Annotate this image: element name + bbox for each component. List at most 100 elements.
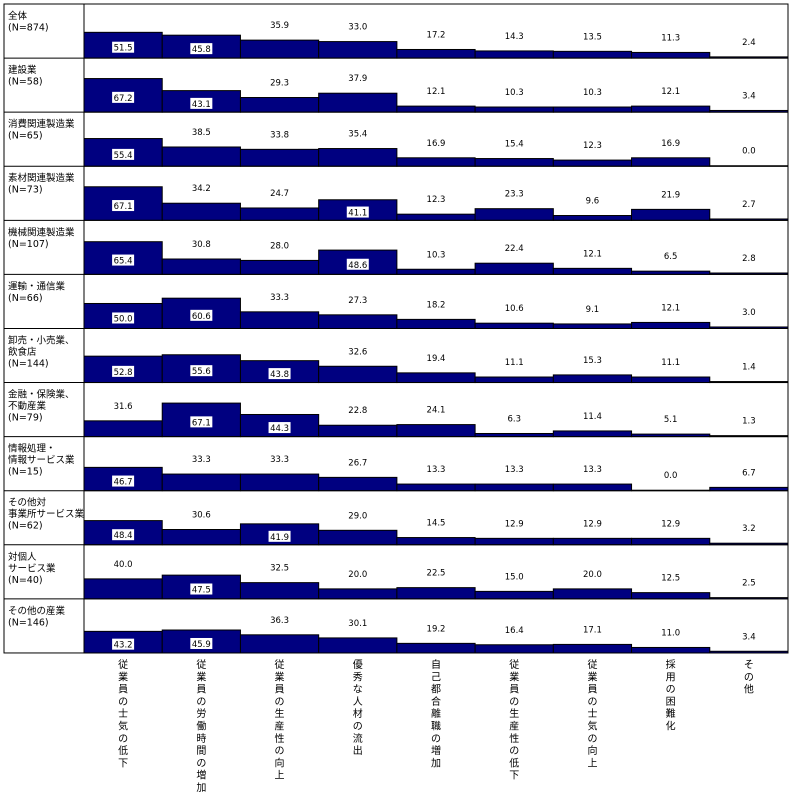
row-label: (N=40) (8, 575, 43, 586)
value-label-box (190, 365, 213, 377)
row-label: 建設業 (8, 64, 37, 76)
value-label: 33.3 (192, 455, 211, 465)
category-label-char: の (196, 697, 206, 708)
bar (161, 473, 241, 492)
bar (474, 644, 554, 654)
category-label-char: 職 (431, 720, 441, 732)
value-label-box (112, 312, 135, 324)
category-label-char: 自 (431, 658, 441, 671)
bar (239, 473, 320, 492)
category-label-char: 従 (275, 658, 285, 671)
value-label-box (112, 475, 135, 487)
industry-row: 全体(N=874) 51.5 45.8 35.9 33.0 17.2 14.3 13.5 11.… (8, 10, 789, 59)
value-label-box (190, 416, 213, 428)
value-label: 23.3 (505, 190, 524, 200)
bar (552, 430, 633, 438)
category-label-char: 従 (509, 658, 519, 671)
bar (318, 424, 398, 438)
category-label-char: 己 (431, 672, 441, 683)
category-label-char: 気 (587, 719, 597, 732)
value-label: 12.9 (505, 519, 524, 529)
value-label: 27.3 (348, 296, 367, 306)
bar (709, 486, 789, 492)
row-label: (N=144) (8, 358, 49, 369)
value-label: 22.4 (505, 244, 524, 254)
bar (161, 529, 241, 546)
value-label-box (268, 368, 291, 380)
bar (318, 588, 398, 600)
value-label-box (190, 97, 213, 109)
value-label: 13.3 (583, 465, 602, 475)
value-label: 22.8 (348, 406, 367, 416)
category-label-char: 流 (353, 732, 363, 745)
value-label: 12.1 (583, 249, 602, 259)
value-label: 67.2 (114, 94, 133, 104)
industry-row: 金融・保険業、不動産業(N=79) 31.6 67.1 44.3 22.8 24.1 6.3… (4, 382, 789, 438)
value-label: 45.9 (192, 640, 211, 650)
value-label: 38.5 (192, 128, 211, 138)
value-label: 44.3 (270, 424, 289, 434)
value-label: 0.0 (664, 471, 678, 481)
value-label: 12.3 (427, 195, 446, 205)
bar (239, 634, 320, 654)
bar (474, 483, 554, 492)
value-label: 32.6 (348, 347, 367, 357)
value-label: 48.6 (348, 261, 367, 271)
value-label: 1.3 (742, 417, 756, 427)
category-label-char: 材 (353, 707, 363, 720)
category-label-char: 他 (744, 683, 754, 696)
bar (396, 48, 476, 59)
category-label-char: 業 (509, 670, 519, 683)
row-label: (N=66) (8, 293, 43, 304)
category-label-char: 性 (275, 732, 285, 745)
category-label-char: 気 (118, 719, 128, 732)
bar (552, 588, 633, 600)
bar (83, 578, 163, 600)
value-label: 41.1 (348, 209, 367, 219)
industry-row: 消費関連製造業(N=65) 55.4 38.5 33.8 35.4 16.9 15.4 12.… (4, 111, 789, 167)
category-label-char: 従 (587, 658, 597, 671)
category-label-char: 離 (431, 707, 441, 720)
bar (239, 97, 320, 113)
bar (239, 582, 320, 600)
value-label-box (268, 530, 291, 542)
value-label: 22.5 (427, 569, 446, 579)
value-label: 6.7 (742, 468, 756, 478)
category-label-char: の (587, 734, 597, 745)
category-label-char: 向 (587, 744, 597, 757)
value-label-box (190, 43, 213, 55)
category-label-char: 困 (666, 696, 676, 708)
value-label: 6.3 (507, 414, 521, 424)
category-label-char: 上 (587, 757, 597, 769)
row-label: 対個人 (8, 551, 37, 563)
bar (396, 105, 476, 113)
value-label: 16.4 (505, 626, 524, 636)
bar (552, 374, 633, 384)
bar (631, 51, 711, 59)
category-label-char: 員 (196, 684, 206, 696)
industry-row: 卸売・小売業、飲食店(N=144) 52.8 55.6 43.8 32.6 19.4 11.… (4, 327, 789, 384)
category-label-char: 員 (587, 684, 597, 696)
value-label: 2.4 (742, 38, 756, 48)
row-label: (N=65) (8, 131, 43, 142)
category-label-char: 業 (196, 670, 206, 683)
category-label-char: 増 (196, 769, 206, 782)
value-label: 28.0 (270, 241, 289, 251)
value-label: 65.4 (114, 257, 133, 267)
bar (396, 642, 476, 654)
value-label: 9.6 (586, 197, 600, 207)
value-label: 2.7 (742, 200, 756, 210)
bar (318, 314, 398, 329)
value-label: 18.2 (427, 300, 446, 310)
category-label-char: 出 (353, 744, 363, 757)
value-label: 5.1 (664, 415, 678, 425)
value-label: 20.0 (583, 570, 602, 580)
value-label: 46.7 (114, 478, 133, 488)
category-label-char: 合 (431, 695, 441, 708)
value-label: 30.1 (348, 619, 367, 629)
value-label: 12.1 (661, 303, 680, 313)
bar (552, 483, 633, 492)
bar (239, 311, 320, 329)
